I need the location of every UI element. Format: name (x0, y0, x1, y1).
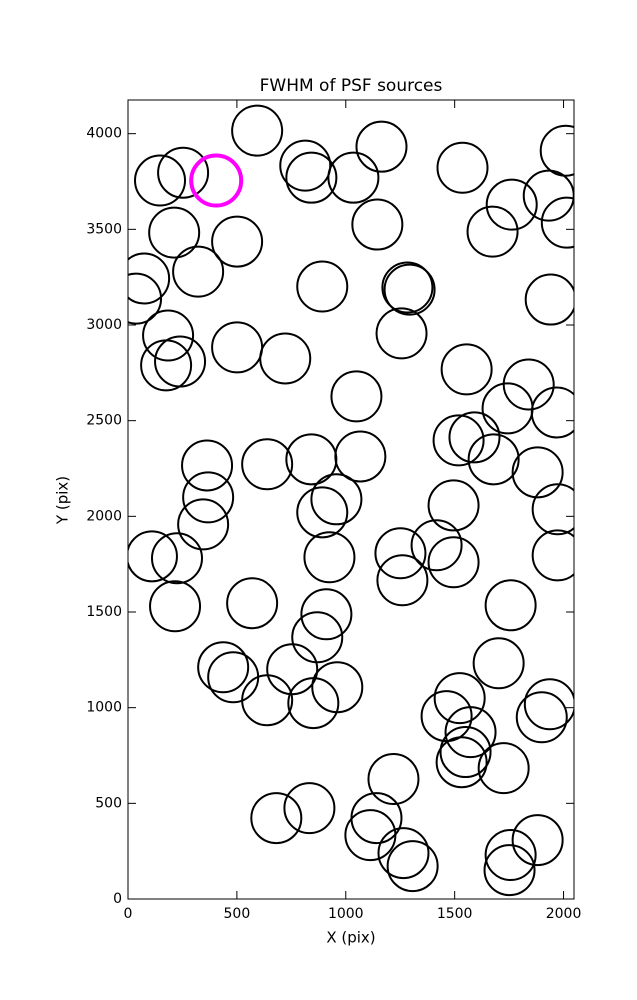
source-circle (182, 471, 235, 524)
source-circle (148, 206, 201, 259)
source-circle (448, 411, 501, 464)
source-circle (531, 529, 574, 582)
source-circle (427, 479, 480, 532)
y-tick-label: 2500 (86, 413, 122, 429)
y-tick-label: 3000 (86, 317, 122, 333)
source-circle (467, 433, 520, 486)
source-circle (296, 260, 349, 313)
source-circle (435, 736, 488, 789)
source-circle (375, 307, 428, 360)
y-tick-label: 500 (95, 795, 122, 811)
plot-frame (127, 99, 575, 900)
source-circle (432, 414, 485, 467)
source-circle (259, 332, 312, 385)
source-circle (511, 446, 564, 499)
source-circle (472, 637, 525, 690)
source-circle (515, 691, 568, 744)
source-circle (440, 343, 493, 396)
source-circle (376, 554, 429, 607)
source-circle (149, 580, 202, 633)
source-circle (128, 272, 163, 325)
source-circle (154, 335, 207, 388)
source-circle (310, 473, 363, 526)
source-circle (433, 672, 486, 725)
source-circle (241, 674, 294, 727)
source-circle (355, 120, 408, 173)
source-circle (279, 139, 332, 192)
source-circle (539, 124, 574, 177)
source-circle (311, 661, 364, 714)
source-circle (511, 814, 564, 867)
source-circle (524, 273, 574, 326)
source-circle (300, 588, 353, 641)
source-circle (383, 263, 436, 316)
x-tick-label: 500 (224, 906, 251, 922)
y-tick-label: 0 (113, 891, 122, 907)
x-tick-label: 2000 (546, 906, 582, 922)
source-circle (530, 386, 574, 439)
source-circle (484, 828, 537, 881)
source-circle (386, 840, 439, 893)
source-circle (283, 782, 336, 835)
source-circle (150, 532, 203, 585)
source-circle (330, 370, 383, 423)
y-tick-label: 3500 (86, 221, 122, 237)
source-circle (241, 438, 294, 491)
source-circle (285, 433, 338, 486)
source-circle (211, 215, 264, 268)
source-circle (157, 146, 210, 199)
source-circle (296, 486, 349, 539)
source-circle (377, 827, 430, 880)
y-tick-label: 1500 (86, 604, 122, 620)
source-circle (523, 678, 574, 731)
x-tick-label: 1000 (328, 906, 364, 922)
source-circle (189, 153, 244, 208)
source-circle (381, 261, 434, 314)
source-circle (444, 706, 497, 759)
source-circle (142, 309, 195, 362)
source-circle (128, 252, 171, 305)
source-circle (231, 104, 284, 157)
source-circle (181, 439, 234, 492)
source-circle (197, 641, 250, 694)
y-tick-label: 4000 (86, 126, 122, 142)
source-circle (466, 205, 519, 258)
chart-title: FWHM of PSF sources (260, 76, 443, 96)
plot-area (128, 104, 574, 897)
source-circle (344, 809, 397, 862)
source-circle (226, 577, 279, 630)
source-circle (128, 530, 178, 583)
source-circle (177, 498, 230, 551)
source-circle (327, 151, 380, 204)
y-tick-label: 2000 (86, 508, 122, 524)
source-circle (285, 151, 338, 204)
source-circle (439, 726, 492, 779)
x-axis-label: X (pix) (326, 929, 375, 947)
source-circle (303, 531, 356, 584)
source-circle (484, 579, 537, 632)
source-circle (374, 527, 427, 580)
source-circle (427, 536, 480, 589)
source-circle (351, 198, 404, 251)
y-tick-label: 1000 (86, 700, 122, 716)
x-tick-label: 1500 (437, 906, 473, 922)
source-circle (436, 141, 489, 194)
source-circle (540, 196, 574, 249)
source-circle (477, 742, 530, 795)
source-circle (410, 519, 463, 572)
source-circle (367, 753, 420, 806)
source-circle (250, 792, 303, 845)
source-circle (531, 483, 574, 536)
y-axis-label: Y (pix) (54, 476, 72, 525)
x-tick-label: 0 (124, 906, 133, 922)
source-circle (134, 154, 187, 207)
source-circle (483, 844, 536, 897)
source-circle (172, 245, 225, 298)
source-circle (485, 178, 538, 231)
